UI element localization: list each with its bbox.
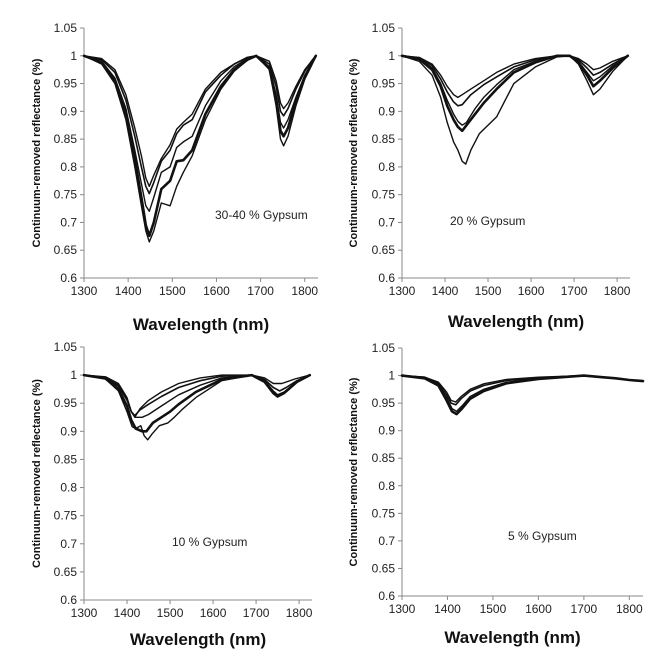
series-line-1 — [401, 55, 629, 99]
chart-panel-4: 0.6 0.65 0.7 0.75 0.8 0.85 0.9 0.95 1 1.05 1300 140… — [348, 341, 645, 647]
y-tick-label: 0.95 — [54, 77, 78, 91]
x-tick-label: 1400 — [114, 606, 141, 620]
series-line-3 — [83, 55, 317, 212]
gypsum-annotation: 10 % Gypsum — [172, 535, 247, 549]
y-tick-label: 0.65 — [54, 243, 78, 257]
y-tick-label: 0.7 — [60, 537, 77, 551]
x-tick-label: 1400 — [432, 284, 459, 298]
x-axis-label: Wavelength (nm) — [130, 630, 266, 649]
series-line-3 — [401, 55, 629, 126]
x-tick-label: 1700 — [561, 284, 588, 298]
x-tick-label: 1800 — [604, 284, 631, 298]
series-line-2 — [83, 55, 317, 195]
x-tick-label: 1600 — [518, 284, 545, 298]
series-line-1 — [83, 55, 317, 187]
y-axis-label: Continuum-removed reflectance (%) — [31, 58, 43, 247]
y-tick-label: 1 — [388, 369, 395, 383]
y-tick-label: 0.9 — [60, 104, 77, 118]
x-tick-label: 1800 — [286, 606, 313, 620]
y-tick-label: 0.7 — [378, 215, 395, 229]
chart-panel-2: 0.6 0.65 0.7 0.75 0.8 0.85 0.9 0.95 1 1.05 1300 140… — [348, 21, 631, 331]
y-tick-label: 0.9 — [60, 424, 77, 438]
y-tick-label: 1.05 — [372, 341, 396, 355]
x-tick-label: 1600 — [203, 284, 230, 298]
gypsum-annotation: 5 % Gypsum — [508, 529, 577, 543]
y-axis-label: Continuum-removed reflectance (%) — [31, 379, 43, 568]
y-axis-label: Continuum-removed reflectance (%) — [348, 58, 360, 247]
y-tick-label: 0.65 — [372, 243, 396, 257]
series-line-4 — [400, 54, 630, 133]
x-tick-label: 1700 — [247, 284, 274, 298]
x-tick-label: 1300 — [71, 284, 98, 298]
series-line-5 — [83, 374, 311, 441]
y-tick-label: 0.85 — [372, 451, 396, 465]
y-tick-label: 0.6 — [60, 271, 77, 285]
y-tick-label: 0.95 — [372, 77, 396, 91]
series-line-3 — [83, 374, 311, 418]
chart-panel-3: 0.6 0.65 0.7 0.75 0.8 0.85 0.9 0.95 1 1.05 1300 140… — [31, 340, 313, 649]
y-tick-label: 0.8 — [378, 479, 395, 493]
y-tick-label: 0.9 — [378, 104, 395, 118]
y-tick-label: 0.7 — [60, 215, 77, 229]
y-tick-label: 0.75 — [372, 188, 396, 202]
x-tick-label: 1700 — [243, 606, 270, 620]
y-tick-label: 0.8 — [60, 160, 77, 174]
series-line-4 — [400, 374, 645, 416]
x-tick-label: 1500 — [480, 602, 507, 616]
y-tick-label: 0.8 — [60, 481, 77, 495]
y-tick-label: 0.6 — [60, 593, 77, 607]
y-tick-label: 0.75 — [54, 188, 78, 202]
y-tick-label: 0.7 — [378, 534, 395, 548]
y-tick-label: 0.9 — [378, 424, 395, 438]
x-tick-label: 1800 — [291, 284, 318, 298]
gypsum-annotation: 30-40 % Gypsum — [215, 208, 308, 222]
y-tick-label: 0.65 — [372, 561, 396, 575]
y-tick-label: 0.95 — [54, 396, 78, 410]
y-tick-label: 1 — [70, 368, 77, 382]
x-tick-label: 1400 — [115, 284, 142, 298]
x-tick-label: 1500 — [159, 284, 186, 298]
x-tick-label: 1800 — [616, 602, 643, 616]
series-line-2 — [401, 55, 629, 107]
y-tick-label: 0.85 — [54, 132, 78, 146]
gypsum-annotation: 20 % Gypsum — [450, 214, 525, 228]
x-tick-label: 1300 — [389, 602, 416, 616]
series-line-5 — [83, 55, 317, 243]
x-tick-label: 1300 — [389, 284, 416, 298]
y-tick-label: 0.6 — [378, 271, 395, 285]
y-tick-label: 0.75 — [54, 509, 78, 523]
y-tick-label: 0.85 — [54, 452, 78, 466]
y-tick-label: 1.05 — [372, 21, 396, 35]
series-line-5 — [401, 55, 629, 165]
y-tick-label: 1.05 — [54, 21, 78, 35]
x-axis-label: Wavelength (nm) — [444, 628, 580, 647]
y-tick-label: 0.75 — [372, 506, 396, 520]
y-tick-label: 1 — [70, 49, 77, 63]
x-tick-label: 1600 — [200, 606, 227, 620]
y-tick-label: 0.85 — [372, 132, 396, 146]
chart-panel-1: 0.6 0.65 0.7 0.75 0.8 0.85 0.9 0.95 1 1.05 1300 140… — [31, 21, 318, 334]
x-tick-label: 1700 — [571, 602, 598, 616]
x-tick-label: 1600 — [525, 602, 552, 616]
x-tick-label: 1500 — [475, 284, 502, 298]
y-axis-label: Continuum-removed reflectance (%) — [348, 377, 360, 566]
x-tick-label: 1500 — [157, 606, 184, 620]
y-tick-label: 1 — [388, 49, 395, 63]
y-tick-label: 0.8 — [378, 160, 395, 174]
series-line-2 — [83, 374, 311, 417]
x-axis-label: Wavelength (nm) — [133, 315, 269, 334]
series-line-4 — [82, 54, 318, 238]
x-axis-label: Wavelength (nm) — [448, 312, 584, 331]
x-tick-label: 1400 — [434, 602, 461, 616]
y-tick-label: 0.95 — [372, 396, 396, 410]
x-tick-label: 1300 — [71, 606, 98, 620]
y-tick-label: 1.05 — [54, 340, 78, 354]
y-tick-label: 0.65 — [54, 565, 78, 579]
y-tick-label: 0.6 — [378, 589, 395, 603]
